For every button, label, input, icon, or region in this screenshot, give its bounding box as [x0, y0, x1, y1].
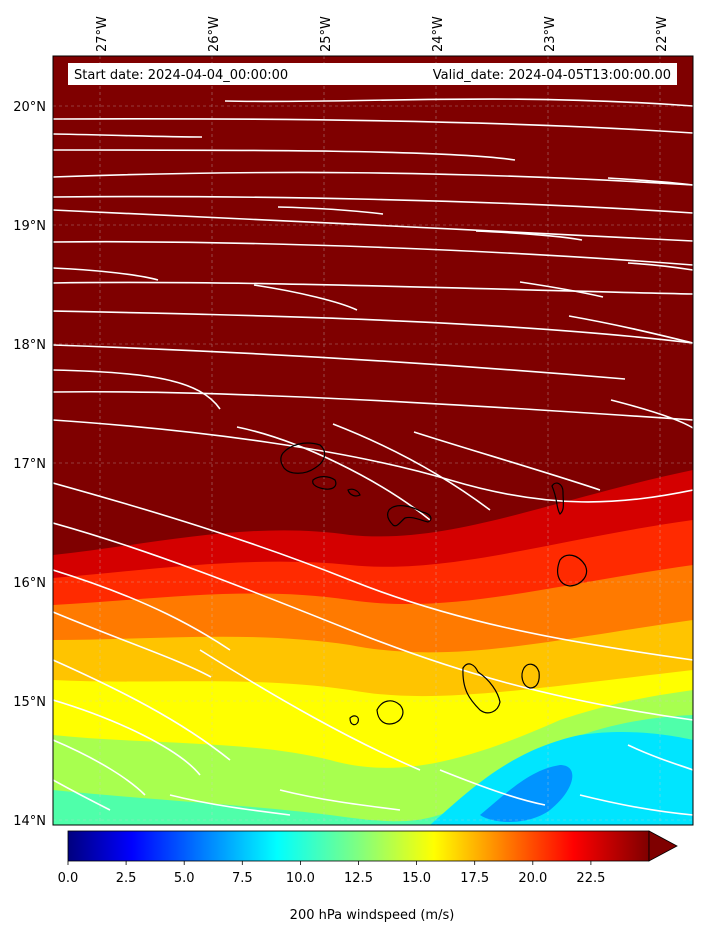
colorbar: 0.0 2.5 5.0 7.5 10.0 12.5 15.0 17.5 20.0 22.5 200… [58, 830, 678, 923]
island-santiago [462, 663, 501, 714]
lat-label-18n: 18°N [13, 338, 46, 353]
longitude-labels: 27°W 26°W 25°W 24°W 23°W 22°W [95, 16, 670, 52]
island-maio [521, 663, 540, 689]
lat-label-14n: 14°N [13, 814, 46, 829]
colorbar-tick-label: 10.0 [286, 871, 315, 886]
valid-date-text: Valid_date: 2024-04-05T13:00:00.00 [433, 68, 671, 83]
lat-label-15n: 15°N [13, 695, 46, 710]
lat-label-16n: 16°N [13, 576, 46, 591]
colorbar-ticks: 0.0 2.5 5.0 7.5 10.0 12.5 15.0 17.5 20.0 22.5 [58, 861, 605, 886]
lon-label-26w: 26°W [207, 16, 222, 52]
colorbar-tick-label: 17.5 [460, 871, 489, 886]
colorbar-label: 200 hPa windspeed (m/s) [290, 908, 455, 923]
lon-label-22w: 22°W [655, 16, 670, 52]
island-sao-vicente [312, 476, 337, 490]
colorbar-gradient [67, 830, 650, 862]
colorbar-tick-label: 22.5 [576, 871, 605, 886]
date-header-box [68, 63, 677, 85]
island-boa-vista [557, 554, 588, 587]
windspeed-field [53, 56, 693, 825]
start-date-text: Start date: 2024-04-04_00:00:00 [74, 68, 288, 83]
streamlines [53, 98, 693, 816]
colorbar-tick-label: 0.0 [58, 871, 79, 886]
island-santo-antao [280, 442, 326, 474]
colorbar-tick-label: 15.0 [402, 871, 431, 886]
colorbar-tick-label: 2.5 [116, 871, 137, 886]
island-fogo [376, 700, 404, 725]
lon-label-24w: 24°W [431, 16, 446, 52]
colorbar-tick-label: 5.0 [174, 871, 195, 886]
map-frame [52, 55, 694, 826]
lat-label-19n: 19°N [13, 219, 46, 234]
lat-label-20n: 20°N [13, 100, 46, 115]
lon-label-23w: 23°W [543, 16, 558, 52]
lon-label-27w: 27°W [95, 16, 110, 52]
lat-label-17n: 17°N [13, 457, 46, 472]
island-sao-nicolau [387, 505, 432, 527]
latitude-labels: 20°N 19°N 18°N 17°N 16°N 15°N 14°N [13, 100, 46, 829]
island-brava [349, 715, 359, 726]
colorbar-tick-label: 20.0 [518, 871, 547, 886]
colorbar-extend-arrow [648, 830, 678, 862]
lon-label-25w: 25°W [319, 16, 334, 52]
island-coastlines [280, 442, 588, 726]
colorbar-tick-label: 7.5 [232, 871, 253, 886]
island-santa-luzia [347, 488, 361, 497]
colorbar-tick-label: 12.5 [344, 871, 373, 886]
island-sal [551, 482, 564, 515]
